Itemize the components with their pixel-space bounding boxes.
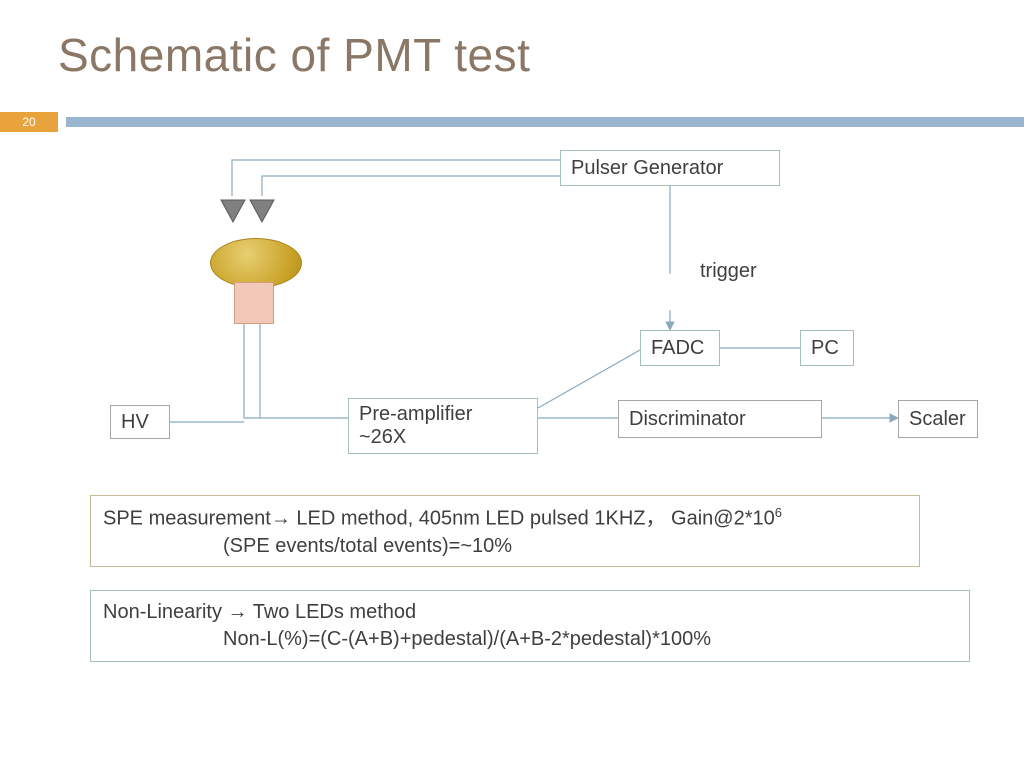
node-label: HV [121,411,149,434]
header-rule [66,117,1024,127]
note-text: Two LEDs method [248,601,417,623]
note-text: (SPE events/total events)=~10% [223,535,512,557]
node-fadc: FADC [640,330,720,366]
node-label: Scaler [909,408,966,431]
arrow-icon: → [228,601,248,623]
page-title: Schematic of PMT test [58,28,530,82]
node-label: PC [811,337,839,360]
node-label: FADC [651,337,704,360]
node-scaler: Scaler [898,400,978,438]
note-sup: 6 [775,505,782,520]
node-pc: PC [800,330,854,366]
note-spe-measurement: SPE measurement→ LED method, 405nm LED p… [90,495,920,567]
node-discriminator: Discriminator [618,400,822,438]
page-number-badge: 20 [0,112,58,132]
node-subtitle: ~26X [359,426,527,449]
node-hv: HV [110,405,170,439]
pmt-socket-shape [234,282,274,324]
pmt-bulb-shape [210,238,302,288]
label-trigger: trigger [700,260,757,283]
node-preamplifier: Pre-amplifier ~26X [348,398,538,454]
note-non-linearity: Non-Linearity → Two LEDs method Non-L(%)… [90,590,970,662]
node-label: Pulser Generator [571,157,723,180]
note-text: SPE measurement [103,508,271,530]
header-bar: 20 [0,112,1024,132]
note-text: LED method, 405nm LED pulsed 1KHZ， Gain@… [291,508,775,530]
node-pulser-generator: Pulser Generator [560,150,780,186]
note-text: Non-L(%)=(C-(A+B)+pedestal)/(A+B-2*pedes… [223,628,711,650]
node-label: Pre-amplifier [359,403,527,426]
arrow-icon: → [271,508,291,530]
node-label: Discriminator [629,408,746,431]
note-text: Non-Linearity [103,601,228,623]
